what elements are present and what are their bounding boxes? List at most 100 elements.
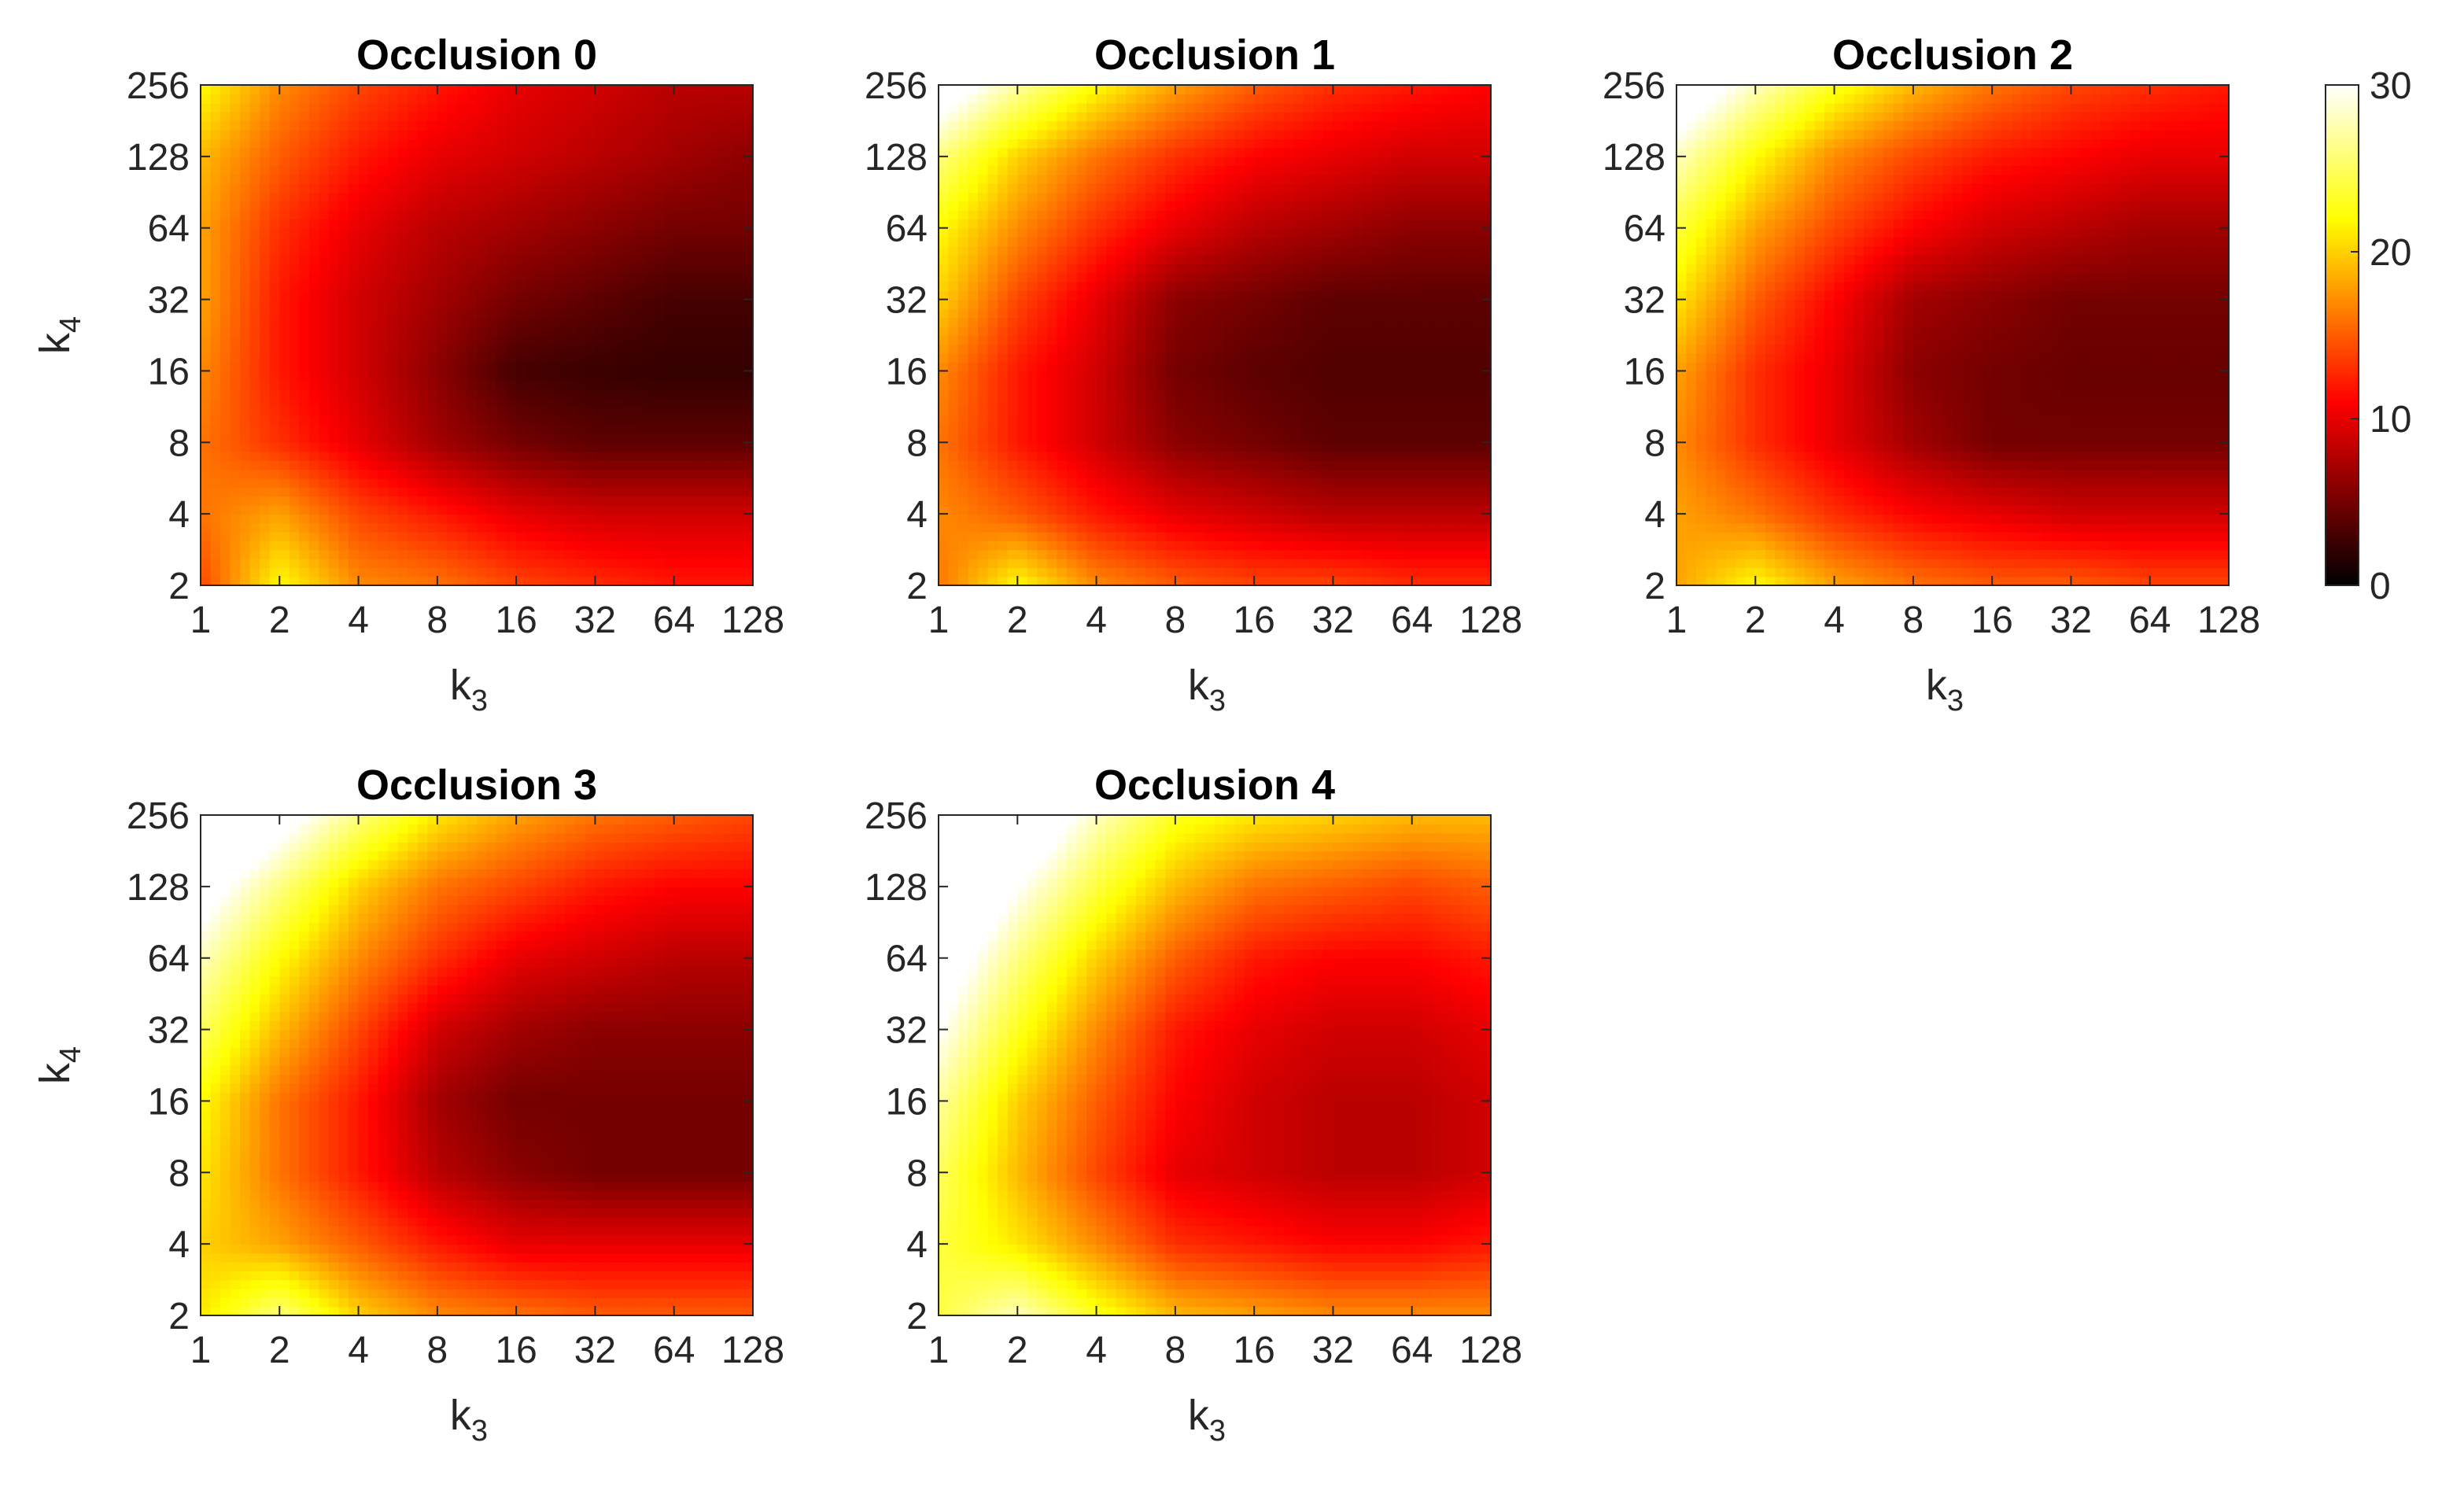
heat-cell (968, 138, 979, 149)
heat-cell (210, 138, 221, 149)
heat-cell (397, 85, 409, 95)
heat-cell (939, 290, 950, 301)
heat-cell (1096, 576, 1107, 585)
heat-cell (338, 558, 349, 569)
heat-cell (279, 254, 290, 264)
heat-cell (1076, 156, 1087, 167)
heat-cell (1224, 281, 1235, 292)
heat-cell (289, 379, 301, 389)
heat-cell (732, 85, 744, 95)
heat-cell (467, 147, 478, 157)
heat-cell (1175, 147, 1186, 157)
heat-cell (456, 156, 468, 167)
heat-cell (1175, 371, 1186, 381)
heat-cell (349, 487, 360, 497)
heat-cell (427, 254, 438, 264)
heat-cell (417, 576, 429, 585)
heat-cell (1126, 362, 1137, 372)
heat-cell (732, 112, 744, 122)
heat-cell (1175, 227, 1186, 238)
heat-cell (1215, 514, 1226, 524)
heat-cell (1204, 129, 1215, 139)
heat-cell (358, 147, 369, 157)
heat-cell (545, 174, 557, 184)
heat-cell (1106, 576, 1117, 585)
heat-cell (968, 406, 979, 417)
heat-cell (388, 227, 399, 238)
heat-cell (526, 567, 537, 577)
heat-cell (948, 344, 959, 354)
heat-cell (447, 245, 458, 256)
heat-cell (604, 352, 616, 363)
heat-cell (978, 147, 989, 157)
heat-cell (279, 245, 290, 256)
heat-cell (1017, 254, 1028, 264)
heat-cell (644, 451, 655, 461)
heat-cell (545, 379, 557, 389)
heat-cell (968, 254, 979, 264)
heat-cell (230, 237, 241, 247)
heat-cell (585, 576, 596, 585)
heat-cell (1066, 424, 1078, 434)
heat-cell (939, 487, 950, 497)
heat-cell (1037, 389, 1048, 399)
heat-cell (743, 264, 753, 274)
heat-cell (693, 442, 705, 452)
heat-cell (978, 576, 989, 585)
x-tick-label: 8 (427, 599, 448, 641)
heat-cell (220, 540, 231, 551)
heat-cell (654, 549, 665, 559)
heat-cell (723, 129, 734, 139)
heat-cell (397, 487, 409, 497)
heat-cell (299, 549, 310, 559)
heat-cell (447, 344, 458, 354)
heat-cell (998, 522, 1009, 533)
heat-cell (536, 174, 547, 184)
heat-cell (496, 120, 507, 131)
heat-cell (614, 371, 625, 381)
heat-cell (536, 138, 547, 149)
heat-cell (1165, 227, 1176, 238)
heat-cell (998, 379, 1009, 389)
heat-cell (545, 415, 557, 426)
heat-cell (555, 317, 566, 327)
heat-cell (516, 147, 527, 157)
heat-cell (732, 496, 744, 506)
heat-cell (1106, 549, 1117, 559)
heat-cell (249, 487, 261, 497)
heat-cell (536, 112, 547, 122)
heat-cell (249, 415, 261, 426)
heat-cell (1165, 281, 1176, 292)
heat-cell (585, 299, 596, 309)
heat-cell (1046, 522, 1058, 533)
heat-cell (240, 379, 251, 389)
heat-cell (723, 460, 734, 470)
heat-cell (349, 326, 360, 336)
heat-cell (319, 210, 330, 220)
heat-cell (516, 120, 527, 131)
heat-cell (1175, 460, 1186, 470)
heat-cell (447, 576, 458, 585)
heat-cell (1215, 469, 1226, 479)
heat-cell (1194, 487, 1206, 497)
heat-cell (408, 326, 419, 336)
heat-cell (220, 210, 231, 220)
heat-cell (575, 406, 586, 417)
heat-cell (1126, 174, 1137, 184)
heat-cell (397, 192, 409, 202)
heat-cell (358, 94, 369, 104)
heat-cell (998, 227, 1009, 238)
heat-cell (703, 85, 714, 95)
heat-cell (713, 389, 725, 399)
heat-cell (595, 469, 606, 479)
heat-cell (654, 112, 665, 122)
heat-cell (328, 558, 340, 569)
heat-cell (723, 299, 734, 309)
heat-cell (968, 281, 979, 292)
heat-cell (1175, 219, 1186, 229)
heat-cell (201, 567, 212, 577)
heat-cell (1135, 156, 1147, 167)
heat-cell (948, 424, 959, 434)
heat-cell (408, 219, 419, 229)
heat-cell (486, 576, 497, 585)
